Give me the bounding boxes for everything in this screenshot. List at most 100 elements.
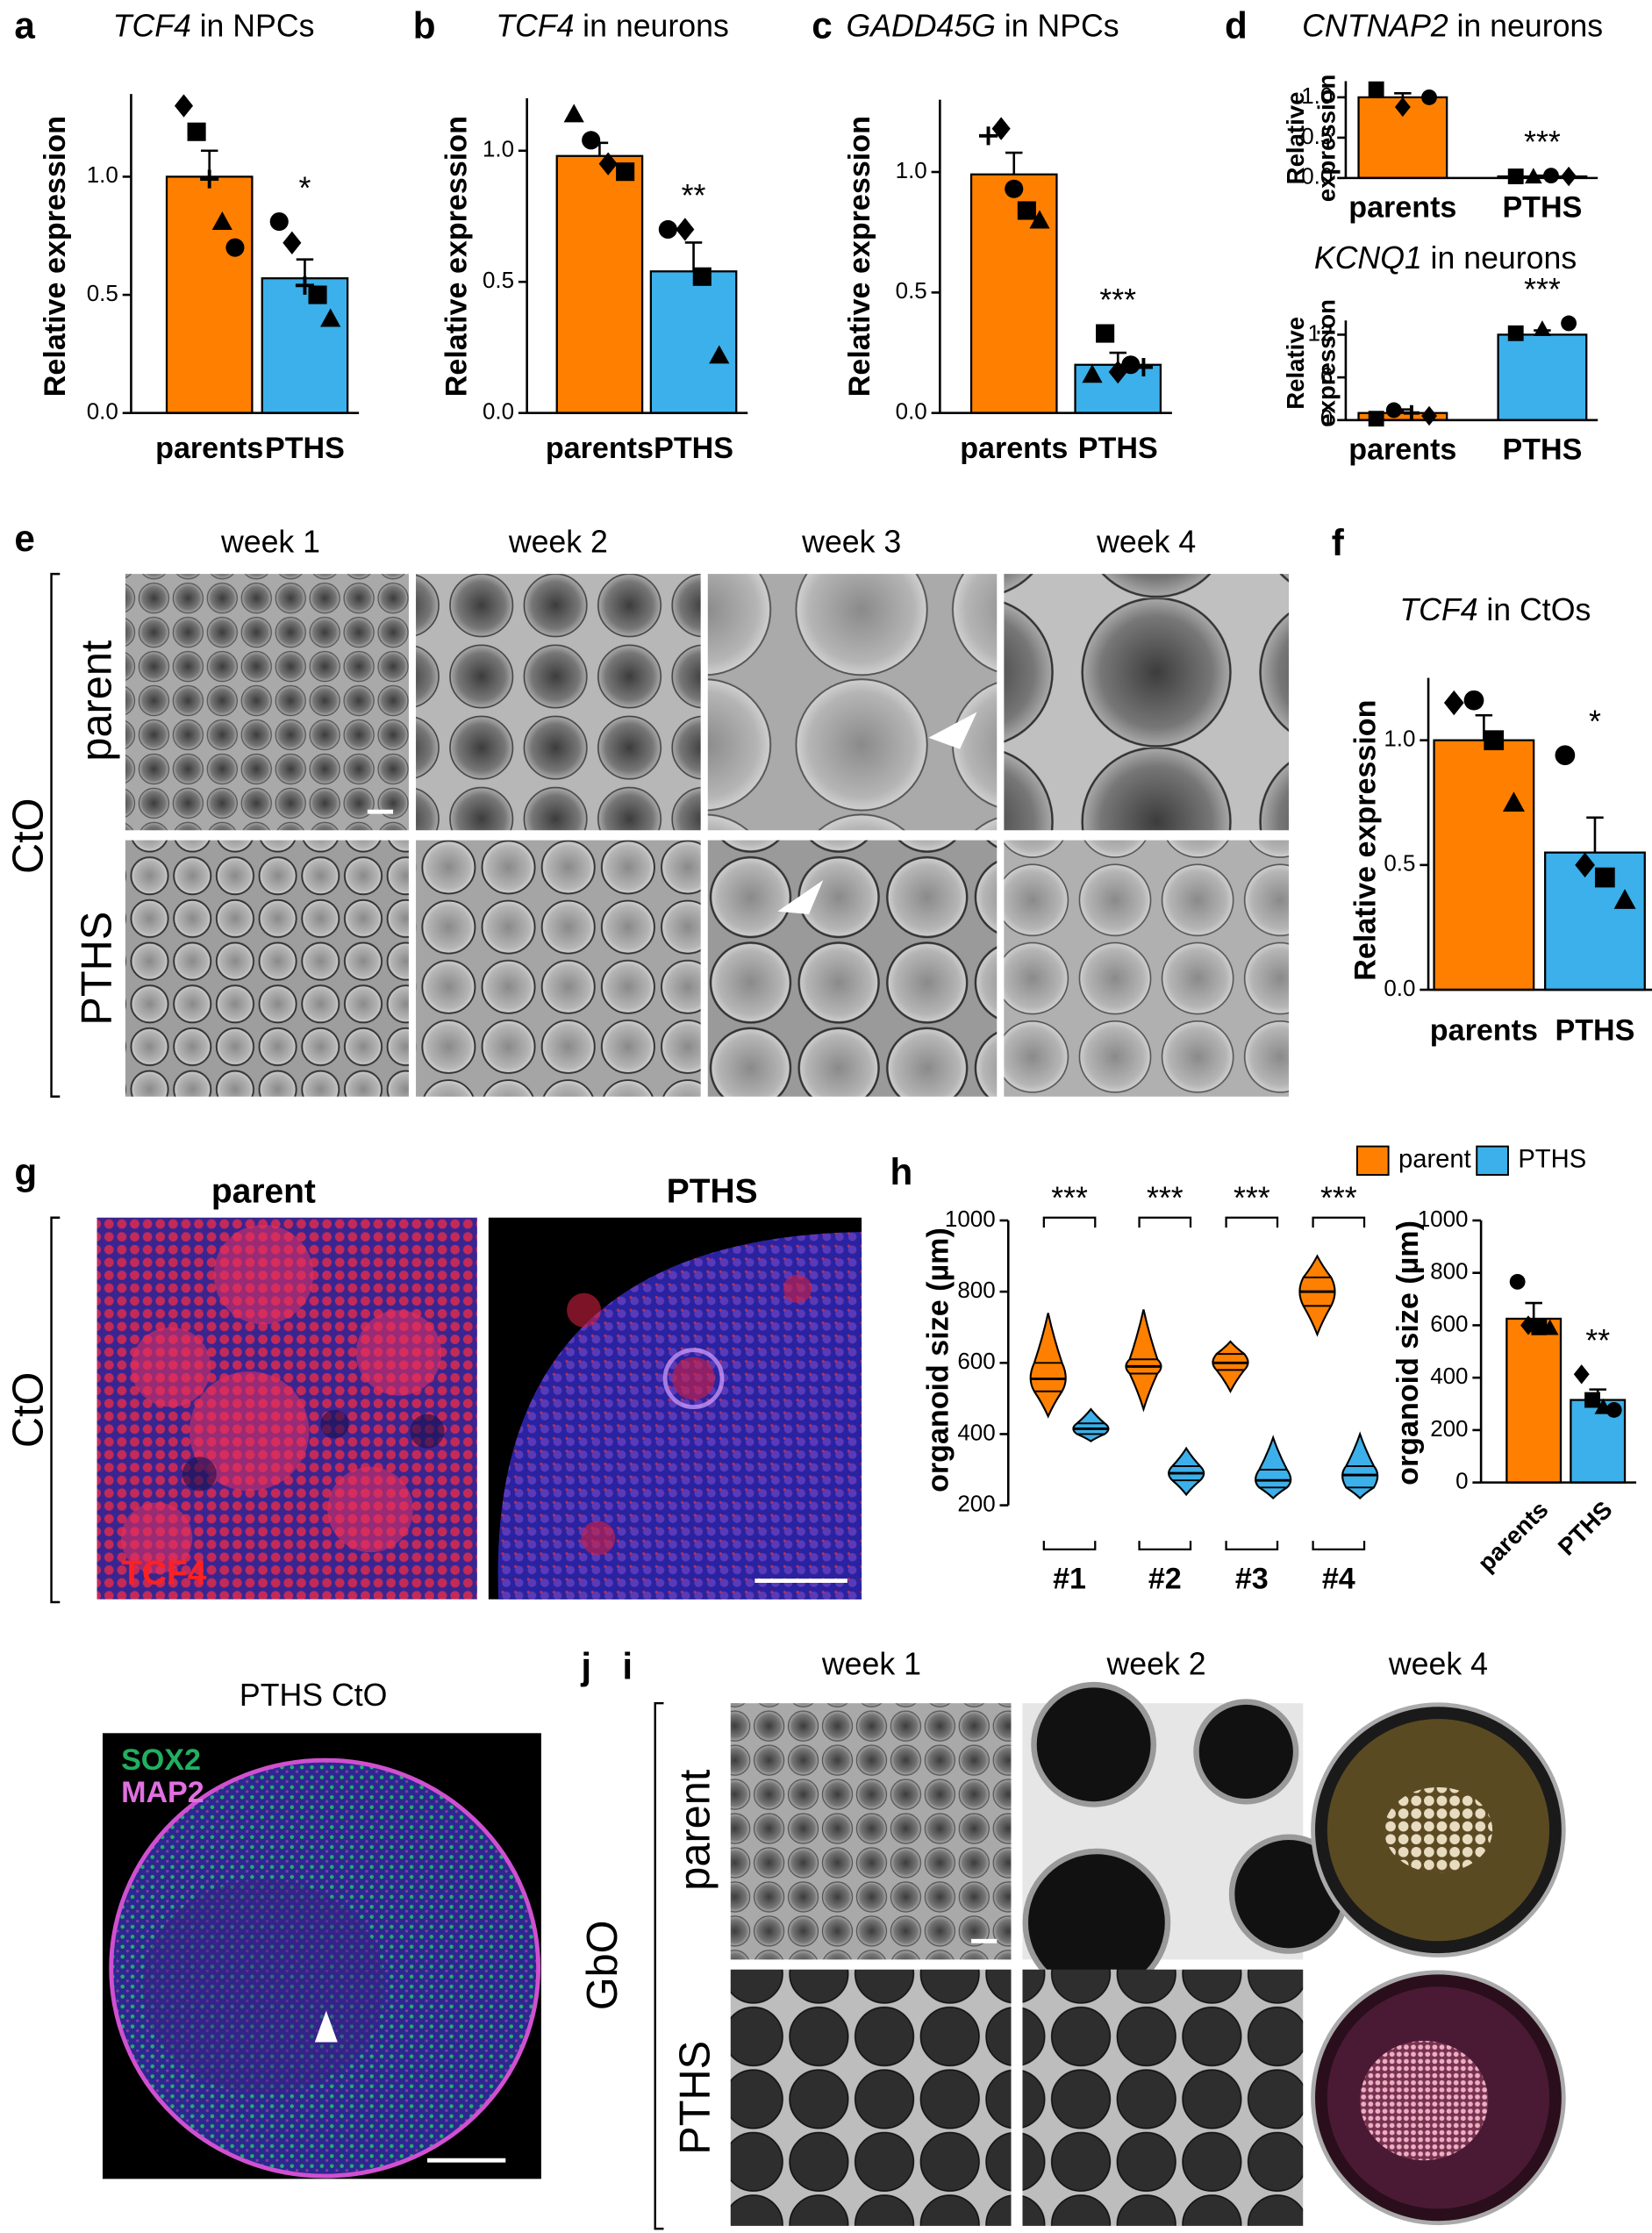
data-point <box>225 238 245 257</box>
data-point <box>1534 320 1551 336</box>
micrograph <box>707 840 998 1097</box>
micrograph <box>1004 840 1290 1097</box>
stain-label: SOX2 <box>121 1743 201 1777</box>
chart-title: TCF4 in neurons <box>496 9 729 44</box>
data-point <box>1005 179 1024 198</box>
error-bar <box>1586 816 1604 853</box>
data-point <box>658 219 677 240</box>
row-label: PTHS <box>671 2041 719 2155</box>
y-tick-label: 0.5 <box>483 267 514 293</box>
column-label: PTHS <box>667 1172 758 1210</box>
significance: ** <box>682 178 706 213</box>
y-axis-label: Relative expression <box>39 116 72 397</box>
violin-body <box>1255 1435 1292 1499</box>
y-tick-label: 0.0 <box>87 398 118 425</box>
data-point <box>1403 404 1420 421</box>
data-point <box>978 126 998 146</box>
x-tick-label: PTHS <box>1553 1496 1618 1561</box>
micrograph <box>1004 574 1290 831</box>
legend-swatch <box>1355 1145 1390 1177</box>
arrowhead <box>314 2010 338 2043</box>
y-tick-label: 0.0 <box>1384 975 1415 1001</box>
y-tick-label: 1000 <box>945 1206 996 1232</box>
micrograph <box>707 574 998 831</box>
data-point <box>1575 852 1595 878</box>
data-point <box>200 169 219 189</box>
data-point <box>1613 889 1636 909</box>
arrowhead <box>928 712 977 749</box>
data-point <box>1484 730 1505 751</box>
x-tick-label: parents <box>1472 1496 1553 1577</box>
legend-label: PTHS <box>1518 1146 1586 1174</box>
column-label: week 2 <box>508 524 608 559</box>
error-bar <box>684 241 703 272</box>
y-tick-label: 0.5 <box>87 280 118 306</box>
bracket <box>50 1216 61 1604</box>
y-tick-label: 1.0 <box>896 157 927 183</box>
data-point <box>1573 1364 1590 1385</box>
title-gene: TCF4 <box>1399 592 1477 627</box>
bracket <box>1312 1216 1366 1228</box>
stain-label: TCF4 <box>121 1554 207 1592</box>
group-label: CtO <box>5 798 53 874</box>
data-point <box>598 152 618 175</box>
bar <box>1433 739 1535 991</box>
data-point <box>1507 325 1524 341</box>
violin-body <box>1212 1340 1249 1394</box>
data-point <box>1541 1319 1559 1335</box>
bracket <box>1042 1541 1097 1551</box>
y-axis-label: expression <box>1313 75 1341 203</box>
y-tick-label: 1.0 <box>87 161 118 188</box>
group-label: GbO <box>579 1920 626 2010</box>
data-point <box>1082 364 1103 383</box>
panel-letter: i <box>622 1645 633 1686</box>
violin-body <box>1029 1313 1067 1419</box>
y-axis-label: organoid size (µm) <box>921 1227 955 1492</box>
organoid-cluster <box>1360 2040 1489 2161</box>
title-text: in neurons <box>583 9 729 44</box>
data-point <box>282 231 302 254</box>
error-bar <box>1394 92 1412 97</box>
chart-title: KCNQ1 in neurons <box>1314 240 1577 276</box>
data-point <box>1385 402 1402 419</box>
bar <box>969 173 1058 414</box>
y-tick-label: 800 <box>957 1277 995 1303</box>
micrograph <box>125 574 409 831</box>
bracket <box>1138 1541 1192 1551</box>
image-title: PTHS CtO <box>240 1678 388 1713</box>
data-point <box>1502 791 1525 812</box>
panel-letter: a <box>14 5 35 47</box>
bar <box>261 277 349 414</box>
rosettes <box>121 1224 442 1574</box>
panel-letter: f <box>1332 522 1345 563</box>
violin-body <box>1072 1407 1110 1442</box>
data-point <box>1394 97 1411 118</box>
panel-letter: c <box>812 5 832 47</box>
bracket <box>1138 1216 1192 1228</box>
column-label: parent <box>211 1172 316 1210</box>
panel-letter: j <box>580 1645 591 1686</box>
micrograph <box>1022 1969 1304 2226</box>
y-tick-label: 200 <box>957 1490 995 1516</box>
column-label: week 4 <box>1096 524 1196 559</box>
x-tick-label: parents <box>1430 1014 1538 1048</box>
bracket <box>1042 1216 1097 1228</box>
data-point <box>1121 355 1141 375</box>
panel-letter: b <box>413 5 436 47</box>
y-tick-label: 6 <box>1320 362 1333 389</box>
y-tick-label: 600 <box>1430 1310 1468 1336</box>
bar <box>1505 1317 1563 1484</box>
organoids <box>1022 1681 1349 1997</box>
bracket <box>50 572 61 1098</box>
data-point <box>1561 166 1577 187</box>
column-label: week 3 <box>801 524 901 559</box>
arrowhead <box>777 880 824 915</box>
data-point <box>1134 357 1153 377</box>
data-point <box>1606 1401 1622 1418</box>
x-tick-label: PTHS <box>265 432 345 465</box>
title-gene: CNTNAP2 <box>1302 9 1448 44</box>
micrograph <box>730 1703 1012 1960</box>
micrograph <box>125 840 409 1097</box>
significance: *** <box>1320 1181 1357 1216</box>
data-point <box>1543 168 1559 184</box>
